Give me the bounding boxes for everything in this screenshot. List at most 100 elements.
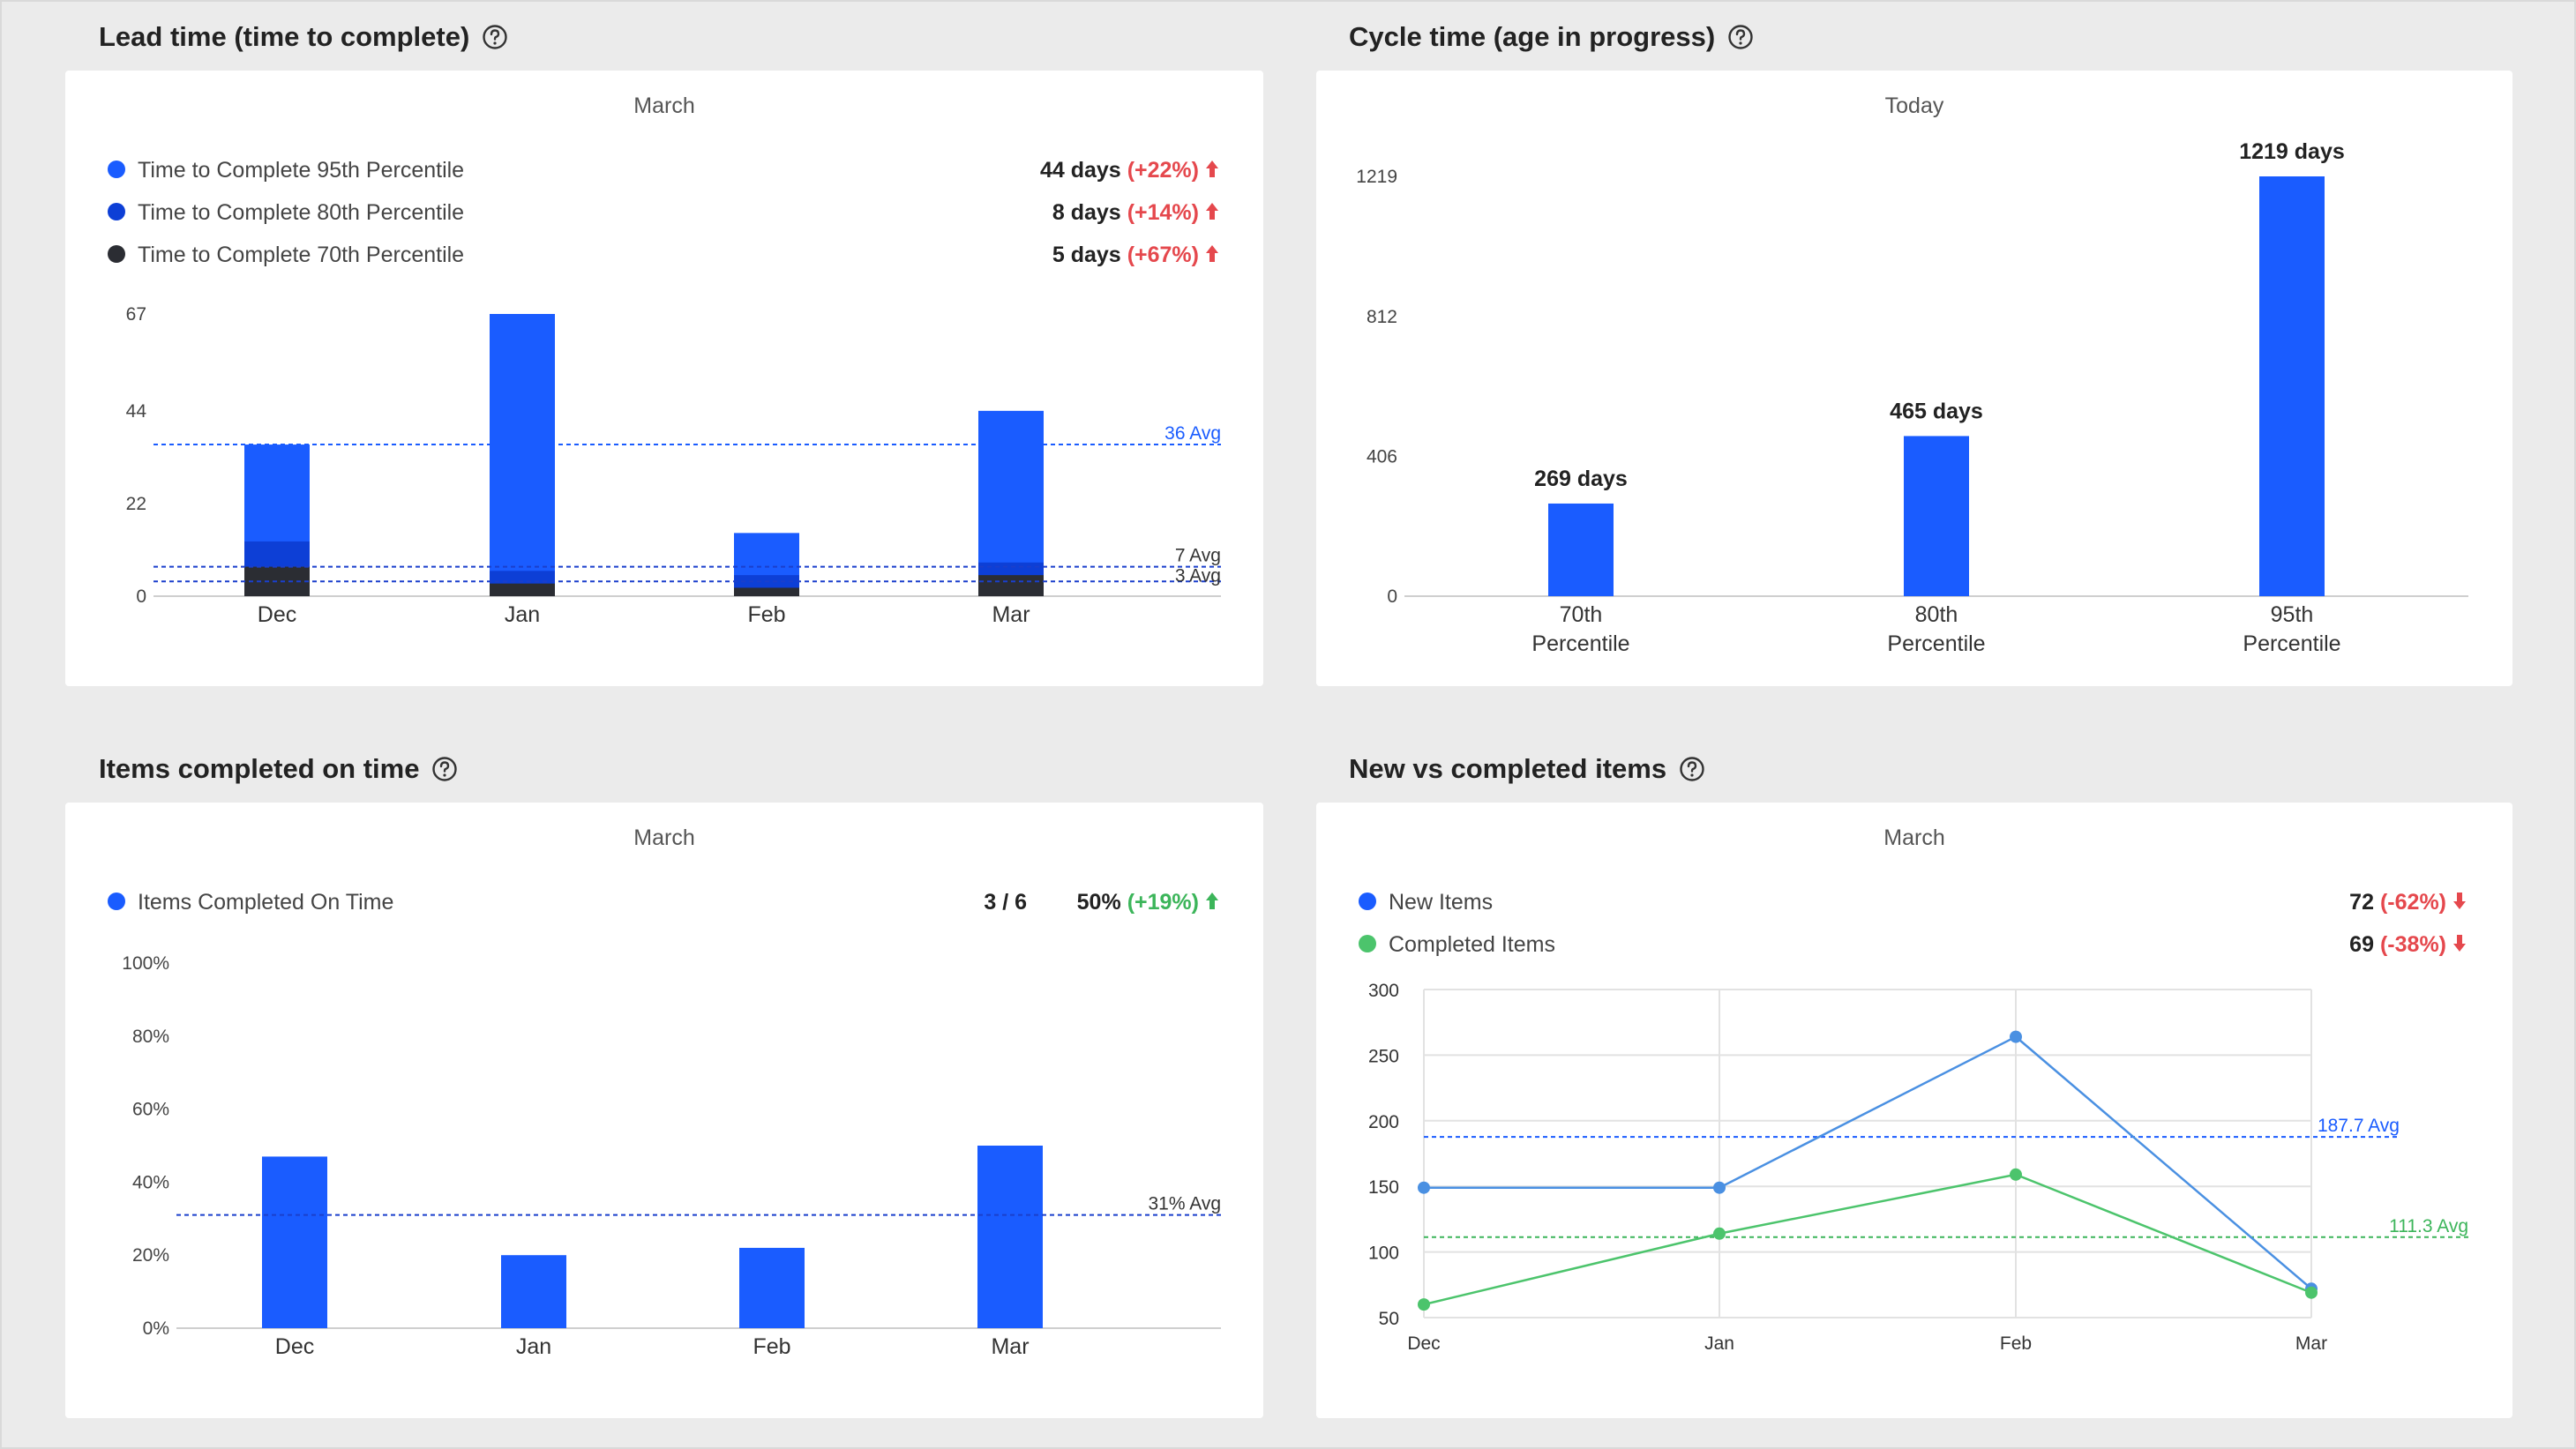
bar-time-to-complete-70th-percentile-jan — [490, 583, 555, 596]
y-tick-label: 22 — [126, 494, 146, 514]
x-tick-label: Percentile — [1887, 631, 1985, 656]
legend-swatch — [108, 245, 125, 263]
help-icon[interactable] — [1679, 756, 1705, 782]
new-vs-completed-card: March New Items (-62%) 72 Completed Items (-… — [1316, 803, 2512, 1418]
x-tick-label: Dec — [1407, 1333, 1440, 1354]
y-tick-label: 300 — [1368, 981, 1399, 1001]
legend-label: Time to Complete 95th Percentile — [138, 158, 464, 183]
y-tick-label: 200 — [1368, 1112, 1399, 1132]
help-icon[interactable] — [431, 756, 458, 782]
y-tick-label: 44 — [126, 401, 147, 422]
y-tick-label: 406 — [1367, 446, 1397, 467]
arrow-up-icon — [1206, 161, 1218, 177]
x-tick-label: Mar — [2295, 1333, 2327, 1354]
cycle-time-chart: Today 0 406 812 1219 269 days 70th Percentile 4… — [1356, 93, 2468, 656]
bar-feb — [739, 1247, 805, 1328]
legend-value: 44 days — [1040, 158, 1121, 183]
bar-70th-percentile — [1548, 503, 1614, 596]
new-vs-completed-section-title: New vs completed items — [1349, 753, 1705, 785]
data-label: 465 days — [1890, 399, 1983, 423]
average-label: 31% Avg — [1148, 1194, 1221, 1214]
lead-time-title: Lead time (time to complete) — [99, 21, 470, 52]
x-tick-label: Dec — [258, 602, 296, 627]
y-tick-label: 40% — [132, 1172, 169, 1192]
series-line-completed-items — [1423, 1173, 2312, 1306]
bar-80th-percentile — [1904, 436, 1969, 596]
y-tick-label: 100 — [1368, 1244, 1399, 1264]
period-label: March — [1883, 825, 1944, 850]
point-completed-items-mar — [2305, 1286, 2318, 1299]
x-tick-label: Jan — [505, 602, 540, 627]
on-time-card: March Items Completed On Time (+19%) 50% 3 … — [65, 803, 1263, 1418]
x-tick-label: 80th — [1915, 602, 1958, 627]
average-label: 111.3 Avg — [2389, 1216, 2468, 1236]
legend-label: Completed Items — [1389, 932, 1555, 957]
bar-time-to-complete-70th-percentile-mar — [978, 575, 1044, 596]
y-tick-label: 60% — [132, 1100, 169, 1120]
legend-value: 5 days — [1052, 243, 1121, 267]
cycle-time-card: Today 0 406 812 1219 269 days 70th Percentile 4… — [1316, 71, 2512, 686]
on-time-title: Items completed on time — [99, 753, 420, 784]
help-icon[interactable] — [1727, 24, 1754, 50]
cycle-time-title: Cycle time (age in progress) — [1349, 21, 1716, 52]
y-tick-label: 0 — [1387, 586, 1397, 607]
x-tick-label: Percentile — [1531, 631, 1629, 656]
legend-value: 69 — [2349, 932, 2374, 957]
legend-label: Items Completed On Time — [138, 890, 393, 915]
arrow-down-icon — [2453, 893, 2466, 909]
point-new-items-dec — [1418, 1181, 1430, 1194]
new-vs-completed-title: New vs completed items — [1349, 753, 1667, 784]
period-label: March — [633, 93, 694, 118]
point-new-items-feb — [2010, 1030, 2022, 1043]
bar-time-to-complete-70th-percentile-feb — [734, 587, 799, 596]
bar-mar — [977, 1146, 1043, 1328]
y-tick-label: 20% — [132, 1245, 169, 1266]
y-tick-label: 0% — [143, 1318, 169, 1339]
x-tick-label: Jan — [1704, 1333, 1734, 1354]
legend-value: 72 — [2349, 890, 2374, 915]
x-tick-label: Jan — [516, 1334, 551, 1359]
point-new-items-jan — [1713, 1181, 1726, 1194]
point-completed-items-dec — [1418, 1298, 1430, 1311]
y-tick-label: 1219 — [1356, 167, 1397, 187]
arrow-up-icon — [1206, 893, 1218, 909]
y-tick-label: 67 — [126, 304, 146, 325]
data-label: 1219 days — [2239, 139, 2345, 164]
legend-change: (+19%) — [1127, 890, 1199, 915]
x-tick-label: Percentile — [2243, 631, 2340, 656]
bar-95th-percentile — [2259, 176, 2325, 596]
lead-time-card: March Time to Complete 95th Percentile (+… — [65, 71, 1263, 686]
legend-value: 50% — [1077, 890, 1121, 915]
legend-swatch — [1359, 893, 1376, 910]
y-tick-label: 80% — [132, 1027, 169, 1047]
x-tick-label: Feb — [753, 1334, 790, 1359]
legend-change: (-62%) — [2380, 890, 2446, 915]
legend-swatch — [108, 203, 125, 220]
y-tick-label: 100% — [122, 953, 169, 974]
bar-dec — [262, 1156, 327, 1328]
x-tick-label: 70th — [1560, 602, 1603, 627]
data-label: 269 days — [1534, 467, 1628, 491]
average-label: 7 Avg — [1175, 546, 1221, 566]
x-tick-label: Feb — [747, 602, 785, 627]
legend-change: (+22%) — [1127, 158, 1199, 183]
arrow-up-icon — [1206, 245, 1218, 262]
legend-swatch — [1359, 935, 1376, 952]
average-label: 36 Avg — [1164, 423, 1221, 444]
bar-jan — [501, 1255, 566, 1328]
average-label: 187.7 Avg — [2318, 1116, 2400, 1136]
y-tick-label: 0 — [136, 586, 146, 607]
help-icon[interactable] — [482, 24, 508, 50]
legend-value: 8 days — [1052, 200, 1121, 225]
series-line-new-items — [1424, 1035, 2312, 1290]
legend-change: (-38%) — [2380, 932, 2446, 957]
y-tick-label: 150 — [1368, 1177, 1399, 1198]
average-label: 3 Avg — [1175, 565, 1221, 586]
point-completed-items-feb — [2010, 1168, 2022, 1181]
x-tick-label: Dec — [275, 1334, 314, 1359]
point-completed-items-jan — [1713, 1227, 1726, 1240]
x-tick-label: 95th — [2271, 602, 2314, 627]
cycle-time-section-title: Cycle time (age in progress) — [1349, 21, 1754, 53]
x-tick-label: Feb — [2000, 1333, 2032, 1354]
bar-time-to-complete-95th-percentile-jan — [490, 314, 555, 596]
